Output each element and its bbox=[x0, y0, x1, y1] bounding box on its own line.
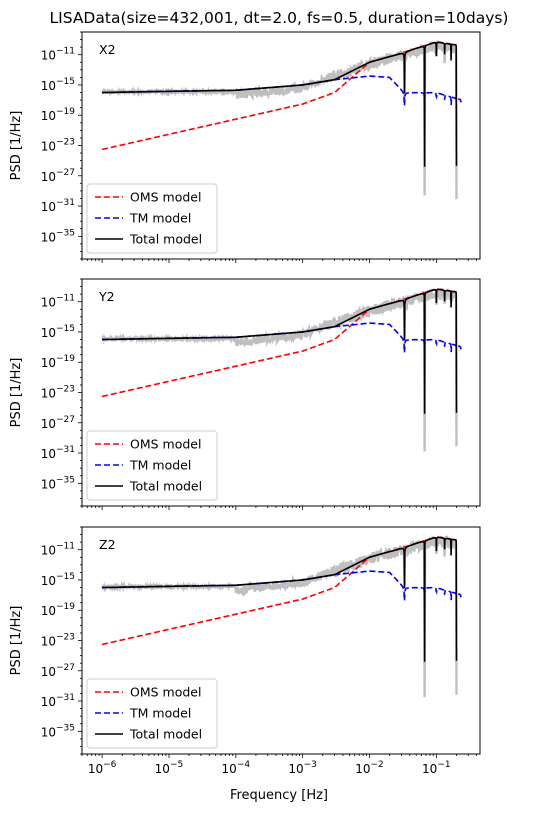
y-tick-label: 10−27 bbox=[41, 663, 75, 679]
y-axis-label: PSD [1/Hz] bbox=[9, 111, 24, 181]
legend-entry: TM model bbox=[129, 211, 191, 226]
data-psd-line bbox=[101, 287, 458, 452]
legend-entry: Total model bbox=[129, 479, 202, 494]
legend-entry: Total model bbox=[129, 727, 202, 742]
y-tick-label: 10−27 bbox=[41, 415, 75, 431]
y-tick-label: 10−15 bbox=[41, 324, 75, 340]
legend-box bbox=[86, 183, 218, 254]
plot-area bbox=[101, 534, 463, 698]
y-tick-label: 10−27 bbox=[41, 168, 75, 184]
y-tick-label: 10−23 bbox=[41, 633, 75, 649]
data-psd-line bbox=[101, 534, 458, 698]
legend-entry: OMS model bbox=[130, 437, 201, 452]
legend-entry: OMS model bbox=[130, 190, 201, 205]
y-tick-label: 10−31 bbox=[41, 693, 75, 709]
legend-entry: TM model bbox=[129, 706, 191, 721]
legend-entry: TM model bbox=[129, 458, 191, 473]
y-tick-label: 10−31 bbox=[41, 198, 75, 214]
x-tick-label: 10−1 bbox=[422, 760, 451, 776]
total-model-line bbox=[102, 536, 458, 662]
plot-area bbox=[101, 287, 463, 452]
legend: OMS model TM model Total model bbox=[86, 430, 218, 501]
total-model-line bbox=[102, 41, 458, 167]
panel-label: Y2 bbox=[98, 289, 115, 304]
legend: OMS model TM model Total model bbox=[86, 678, 218, 749]
y-tick-label: 10−19 bbox=[41, 107, 76, 123]
y-tick-label: 10−19 bbox=[41, 602, 76, 618]
legend-entry: Total model bbox=[129, 232, 202, 247]
figure-title: LISAData(size=432,001, dt=2.0, fs=0.5, d… bbox=[50, 9, 509, 27]
panel-x2: 10−11 10−15 10−19 10−23 10−27 10−31 10−35 PSD [… bbox=[9, 31, 481, 263]
legend: OMS model TM model Total model bbox=[86, 183, 218, 254]
y-tick-label: 10−15 bbox=[41, 77, 75, 93]
panel-label: X2 bbox=[99, 42, 116, 57]
x-tick-label: 10−2 bbox=[355, 760, 384, 776]
y-tick-label: 10−11 bbox=[41, 542, 75, 558]
x-axis-label: Frequency [Hz] bbox=[230, 788, 328, 803]
y-axis-label: PSD [1/Hz] bbox=[9, 358, 24, 428]
x-tick-label: 10−4 bbox=[222, 760, 251, 776]
y-tick-label: 10−11 bbox=[41, 47, 75, 63]
y-tick-label: 10−19 bbox=[41, 354, 76, 370]
y-tick-label: 10−35 bbox=[41, 475, 75, 491]
legend-box bbox=[86, 430, 218, 501]
x-tick-label: 10−6 bbox=[88, 760, 117, 776]
legend-box bbox=[86, 678, 218, 749]
y-axis-label: PSD [1/Hz] bbox=[9, 606, 24, 676]
data-psd-line bbox=[101, 40, 458, 200]
y-tick-label: 10−15 bbox=[41, 572, 75, 588]
legend-entry: OMS model bbox=[130, 685, 201, 700]
x-tick-label: 10−3 bbox=[288, 760, 317, 776]
y-tick-label: 10−11 bbox=[41, 294, 75, 310]
x-tick-label: 10−5 bbox=[155, 760, 184, 776]
y-tick-label: 10−31 bbox=[41, 445, 75, 461]
y-tick-label: 10−35 bbox=[41, 228, 75, 244]
total-model-line bbox=[102, 288, 458, 414]
y-tick-label: 10−23 bbox=[41, 385, 75, 401]
plot-area bbox=[101, 40, 463, 200]
panel-z2: 10−6 10−5 10−4 10−3 10−2 10−1 10−11 10−15 10−19 1… bbox=[9, 526, 481, 776]
panel-label: Z2 bbox=[99, 537, 116, 552]
panel-y2: 10−11 10−15 10−19 10−23 10−27 10−31 10−35 PSD [… bbox=[9, 278, 481, 510]
y-tick-label: 10−23 bbox=[41, 138, 75, 154]
y-tick-label: 10−35 bbox=[41, 723, 75, 739]
